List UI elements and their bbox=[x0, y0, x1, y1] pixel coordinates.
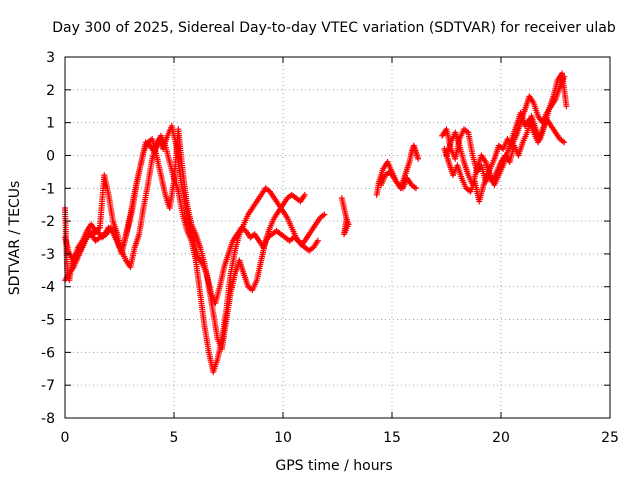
x-axis-label: GPS time / hours bbox=[275, 458, 392, 474]
data-point bbox=[314, 237, 321, 244]
data-point bbox=[343, 218, 350, 225]
y-tick-label: 1 bbox=[46, 116, 55, 132]
y-tick-label: -8 bbox=[41, 411, 55, 427]
y-tick-label: 0 bbox=[46, 148, 55, 164]
x-tick-label: 20 bbox=[492, 430, 510, 446]
x-tick-label: 0 bbox=[61, 430, 70, 446]
data-layer bbox=[62, 70, 570, 376]
x-tick-label: 10 bbox=[274, 430, 292, 446]
y-tick-label: 3 bbox=[46, 50, 55, 66]
plot-frame bbox=[64, 56, 611, 419]
y-axis-label: SDTVAR / TECUs bbox=[7, 181, 23, 296]
y-tick-label: -4 bbox=[41, 280, 55, 296]
grid-layer bbox=[65, 57, 610, 418]
x-tick-label: 5 bbox=[170, 430, 179, 446]
data-point bbox=[412, 185, 419, 192]
chart-title: Day 300 of 2025, Sidereal Day-to-day VTE… bbox=[52, 20, 616, 36]
y-tick-label: -3 bbox=[41, 247, 55, 263]
y-tick-label: -5 bbox=[41, 313, 55, 329]
y-tick-label: -1 bbox=[41, 181, 55, 197]
y-tick-label: 2 bbox=[46, 83, 55, 99]
data-point bbox=[321, 211, 328, 218]
data-point bbox=[563, 103, 570, 110]
y-tick-label: -2 bbox=[41, 214, 55, 230]
y-tick-label: -7 bbox=[41, 378, 55, 394]
data-point bbox=[561, 139, 568, 146]
x-tick-label: 25 bbox=[601, 430, 619, 446]
data-point bbox=[415, 155, 422, 162]
y-tick-label: -6 bbox=[41, 345, 55, 361]
x-tick-label: 15 bbox=[383, 430, 401, 446]
tick-layer: 0 5 10 15 20 25 -8 -7 -6 -5 -4 -3 -2 -1 0 1 2 3 bbox=[41, 50, 619, 446]
data-point bbox=[301, 191, 308, 198]
